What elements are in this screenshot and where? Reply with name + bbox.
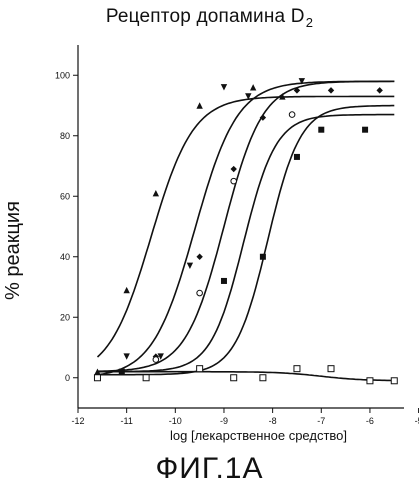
data-point-triangle-up: [152, 190, 160, 197]
data-point-triangle-down: [186, 262, 194, 270]
data-point-diamond: [230, 165, 237, 173]
y-tick-label: 40: [60, 252, 70, 262]
x-tick-label: -11: [120, 416, 132, 426]
figure-label: ФИГ.1А: [155, 452, 264, 485]
x-tick-label: -5: [415, 416, 419, 426]
series-curve-1: [96, 95, 395, 358]
data-point-square: [220, 277, 227, 284]
data-point-circle: [196, 289, 203, 297]
data-point-triangle-up: [279, 93, 286, 100]
data-point-square-open: [142, 374, 150, 382]
data-point-diamond: [376, 87, 383, 94]
data-point-diamond: [327, 87, 335, 94]
series-curve-6: [97, 370, 395, 382]
data-point-triangle-down: [123, 353, 130, 360]
series-curve-3: [97, 80, 395, 373]
data-point-square-open: [230, 374, 238, 382]
chart-title-subscript: 2: [305, 15, 314, 30]
y-tick-label: 100: [55, 70, 70, 80]
y-tick-label: 20: [60, 312, 70, 322]
data-point-square-open: [366, 377, 374, 385]
data-point-square-open: [390, 377, 398, 385]
chart-title-main: Рецептор допамина D: [105, 6, 305, 27]
chart-title: Рецептор допамина D2: [0, 6, 419, 30]
data-point-triangle-up: [196, 102, 203, 109]
data-point-square: [118, 368, 125, 375]
data-point-square: [259, 253, 266, 260]
data-point-triangle-down: [245, 93, 252, 100]
data-point-square: [362, 126, 369, 133]
data-point-square-open: [259, 374, 267, 382]
data-point-square-open: [196, 365, 204, 373]
data-point-triangle-up: [94, 368, 101, 375]
data-point-square-open: [93, 374, 101, 382]
data-point-triangle-up: [123, 286, 130, 294]
data-point-square: [318, 126, 325, 133]
y-tick-label: 80: [60, 131, 70, 141]
data-point-circle: [152, 356, 160, 363]
series-curve-2: [97, 80, 395, 376]
y-tick-label: 60: [60, 191, 70, 201]
series-curve-5: [97, 104, 395, 376]
x-tick-label: -9: [220, 416, 228, 426]
data-point-triangle-down: [157, 353, 164, 360]
x-tick-label: -12: [71, 416, 84, 426]
x-axis-label: log [лекарственное средство]: [170, 428, 348, 443]
y-tick-label: 0: [65, 373, 70, 383]
data-point-square: [293, 153, 300, 160]
data-point-diamond: [293, 87, 301, 94]
y-axis-label: % реакция: [2, 201, 24, 300]
data-point-circle: [230, 177, 238, 185]
data-point-diamond: [196, 253, 203, 260]
data-point-square-open: [327, 365, 335, 373]
x-tick-label: -10: [169, 416, 182, 426]
data-point-circle: [288, 111, 296, 118]
data-point-triangle-down: [220, 84, 228, 91]
x-tick-label: -7: [317, 416, 325, 426]
data-point-diamond: [259, 114, 267, 121]
data-point-square-open: [293, 365, 301, 373]
x-tick-label: -8: [269, 416, 277, 426]
x-tick-label: -6: [366, 416, 374, 426]
data-point-triangle-up: [249, 84, 257, 91]
data-point-triangle-down: [298, 78, 306, 85]
